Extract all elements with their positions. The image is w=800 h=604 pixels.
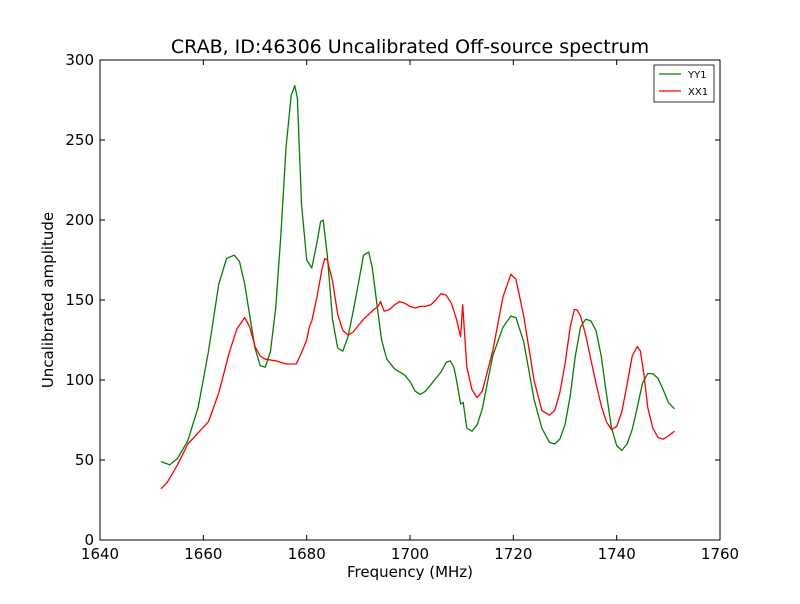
x-tick-label: 1680 [288,545,326,563]
legend-label-xx1: XX1 [688,87,708,98]
y-tick-label: 300 [65,51,94,69]
y-axis-label: Uncalibrated amplitude [39,212,57,388]
chart-title: CRAB, ID:46306 Uncalibrated Off-source s… [171,36,649,58]
x-axis-label: Frequency (MHz) [347,563,473,581]
y-tick-label: 50 [75,451,94,469]
x-tick-label: 1760 [701,545,739,563]
series-line-xx1 [160,257,675,490]
y-tick-label: 200 [65,211,94,229]
y-tick-label: 150 [65,291,94,309]
x-tick-label: 1700 [391,545,429,563]
y-tick-label: 0 [84,531,94,549]
x-tick-label: 1740 [598,545,636,563]
x-tick-label: 1640 [81,545,119,563]
y-tick-label: 250 [65,131,94,149]
x-tick-label: 1660 [184,545,222,563]
tick-layer: 1640 1660 1680 1700 1720 1740 1760 0 50 100 150 200… [65,51,739,563]
legend: YY1 XX1 [653,64,715,103]
x-tick-label: 1720 [494,545,532,563]
series-layer [160,84,675,490]
legend-box [653,64,715,103]
plot-frame [99,59,721,541]
y-tick-label: 100 [65,371,94,389]
series-line-yy1 [160,84,675,466]
legend-label-yy1: YY1 [687,70,707,81]
